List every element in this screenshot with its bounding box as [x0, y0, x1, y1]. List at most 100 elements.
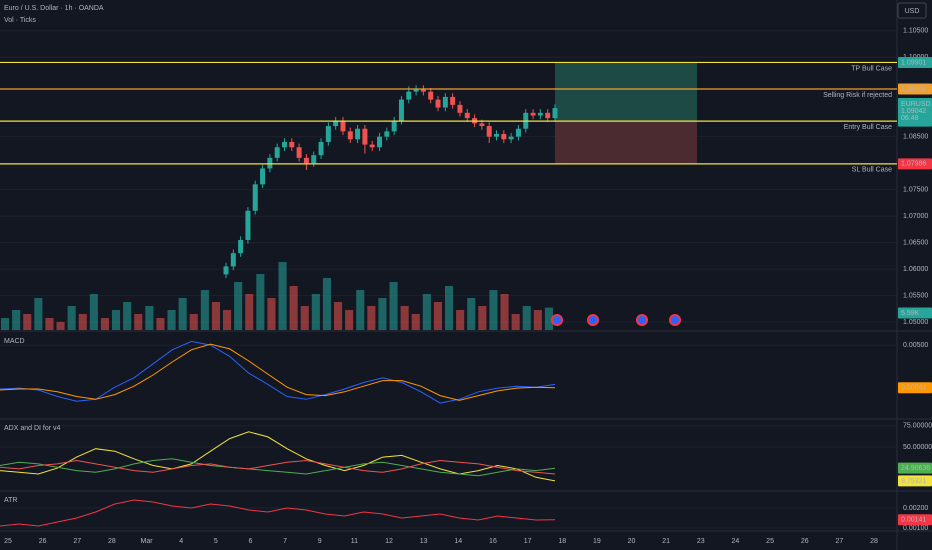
x-tick-label: 9	[318, 538, 322, 545]
volume-bar	[544, 307, 553, 330]
indicator-badge	[898, 514, 932, 526]
candle-body	[508, 136, 514, 140]
candle-body	[552, 108, 558, 119]
y-tick-label: 0.00500	[903, 342, 928, 349]
currency-button[interactable]	[897, 2, 927, 19]
volume-bar	[278, 262, 287, 330]
stop-zone	[555, 121, 697, 164]
event-icon[interactable]	[669, 314, 681, 326]
event-icon[interactable]	[636, 314, 648, 326]
volume-badge-label: 5.59K	[901, 310, 920, 317]
candle-body	[274, 147, 280, 158]
candle-body	[267, 157, 273, 169]
volume-bar	[378, 298, 387, 330]
candle-body	[289, 141, 295, 148]
x-tick-label: 23	[697, 538, 705, 545]
indicator-line	[0, 431, 556, 482]
x-tick-label: 25	[766, 538, 774, 545]
volume-bar	[467, 298, 476, 330]
x-tick-label: 26	[39, 538, 47, 545]
y-tick-label: 0.00100	[903, 525, 928, 532]
volume-bar	[45, 318, 54, 330]
volume-bar	[123, 302, 132, 330]
candle-body	[442, 96, 448, 108]
currency[interactable]: USD	[905, 8, 920, 15]
x-tick-label: 12	[385, 538, 393, 545]
volume-bar	[100, 318, 109, 330]
x-tick-label: 6	[249, 538, 253, 545]
volume-bar	[356, 290, 365, 330]
volume-bar	[245, 294, 254, 330]
level-label: Entry Bull Case	[844, 124, 892, 131]
event-icon[interactable]	[551, 314, 563, 326]
y-tick-label: 1.05500	[903, 292, 928, 299]
x-tick-label: 28	[870, 538, 878, 545]
volume-bar	[511, 314, 520, 330]
volume-bar	[533, 310, 542, 330]
volume-bar	[522, 306, 531, 330]
volume-bar	[367, 306, 376, 330]
level-badge-label: 1.09901	[901, 59, 926, 66]
candle-body	[494, 134, 500, 137]
volume-bar	[411, 314, 420, 330]
y-tick-label: 1.07500	[903, 186, 928, 193]
y-tick-label: 1.10500	[903, 28, 928, 35]
pane-title: ATR	[4, 497, 17, 504]
level-badge	[898, 83, 932, 95]
indicator-line	[0, 458, 556, 477]
candle-body	[545, 112, 551, 119]
candle-body	[479, 123, 485, 127]
volume-bar	[1, 318, 10, 330]
candle-body	[537, 112, 543, 116]
y-tick-label: 1.05000	[903, 319, 928, 326]
candle-body	[347, 131, 353, 140]
candle-body	[230, 253, 236, 267]
volume-bar	[67, 306, 76, 330]
volume-bar	[145, 306, 154, 330]
event-icon[interactable]	[587, 314, 599, 326]
volume-bar	[345, 310, 354, 330]
candle-body	[406, 91, 412, 100]
x-tick-label: 27	[73, 538, 81, 545]
volume-bar	[422, 294, 431, 330]
event-icons	[551, 314, 681, 326]
volume-bar	[167, 310, 176, 330]
x-tick-label: 16	[489, 538, 497, 545]
x-tick-label: 11	[351, 538, 358, 545]
candle-body	[362, 128, 368, 145]
x-tick-label: 27	[835, 538, 843, 545]
candle-body	[355, 128, 361, 140]
x-tick-label: 20	[628, 538, 636, 545]
candle-body	[413, 88, 419, 92]
indicator-title: Vol · Ticks	[4, 17, 36, 24]
x-tick-label: Mar	[141, 538, 154, 545]
y-tick-label: 1.07000	[903, 213, 928, 220]
candle-body	[303, 157, 309, 164]
y-tick-label: 1.06000	[903, 266, 928, 273]
indicator-badge	[898, 462, 932, 474]
level-label: Selling Risk if rejected	[823, 92, 892, 99]
volume-bar	[211, 302, 220, 330]
indicator-line	[0, 343, 556, 401]
candle-body	[245, 210, 251, 240]
volume-bar	[178, 298, 187, 330]
level-badge-label: 1.09400	[901, 86, 926, 93]
volume-bar	[189, 314, 198, 330]
indicator-badge-label: 0.00044	[901, 385, 926, 392]
last-price: 1.09042	[901, 108, 926, 115]
x-tick-label: 17	[524, 538, 532, 545]
indicator-line	[0, 340, 556, 404]
x-tick-label: 5	[214, 538, 218, 545]
volume-bar	[78, 314, 87, 330]
volume-bar	[256, 274, 265, 330]
symbol-title: Euro / U.S. Dollar · 1h · OANDA	[4, 5, 104, 12]
pane-title: MACD	[4, 338, 25, 345]
y-tick-label: 1.06500	[903, 239, 928, 246]
level-badge-label: 1.07986	[901, 161, 926, 168]
candle-body	[486, 126, 492, 137]
candle-body	[435, 99, 441, 108]
volume-bar	[200, 290, 209, 330]
indicator-badge	[898, 382, 932, 394]
candle-body	[428, 91, 434, 100]
